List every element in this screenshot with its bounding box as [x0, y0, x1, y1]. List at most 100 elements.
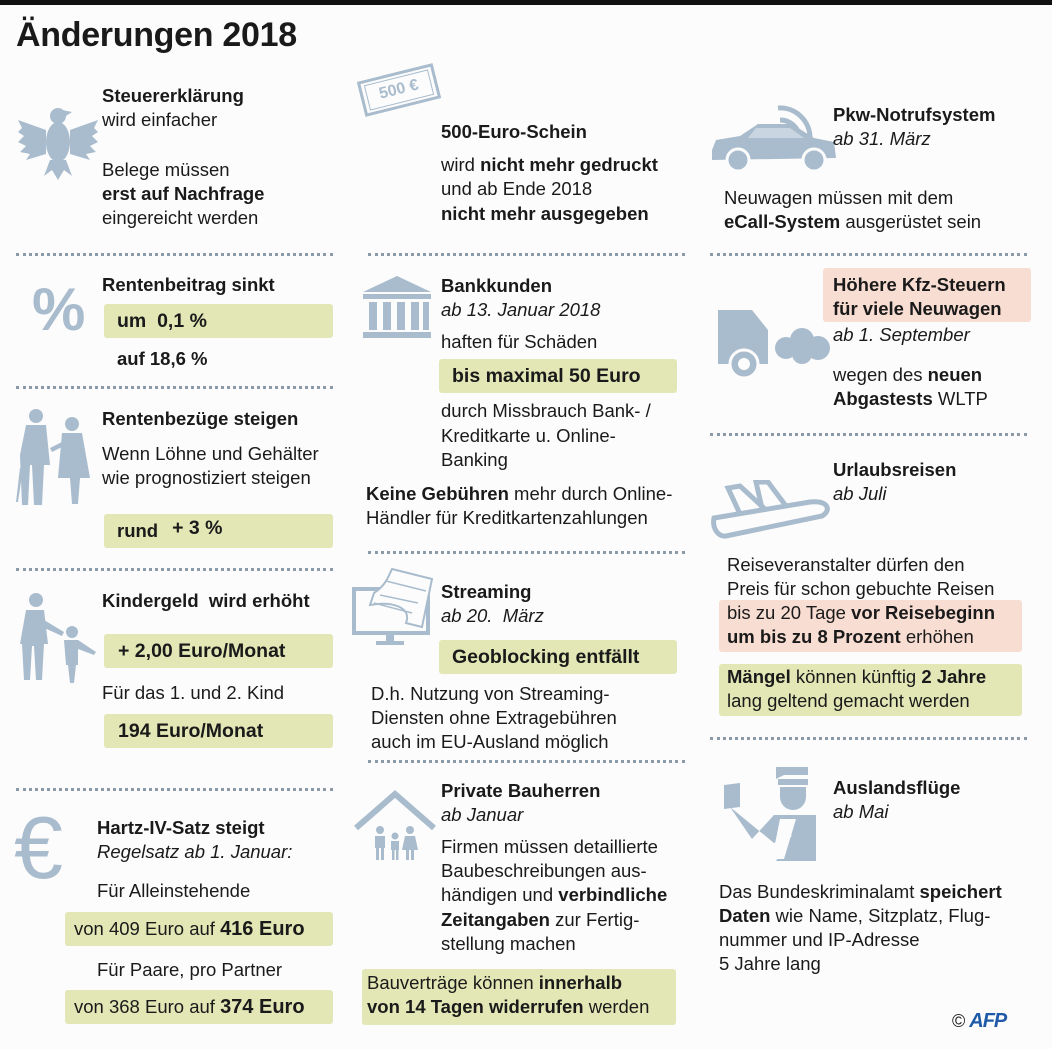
- hartz-label1: Für Alleinstehende: [97, 880, 251, 901]
- kindergeld-heading: Kindergeld wird erhöht: [102, 590, 310, 611]
- kfz-line1: wegen des neuen: [833, 363, 982, 387]
- bank-date: ab 13. Januar 2018: [441, 299, 601, 320]
- ausland-line2: Daten wie Name, Sitzplatz, Flug-: [719, 904, 990, 928]
- rentenbezuege-prefix: rund: [117, 520, 159, 541]
- divider: [710, 433, 1027, 436]
- banknote-label: 500 €: [363, 69, 435, 111]
- bau-line2: Baubeschreibungen aus-: [441, 860, 647, 881]
- kfz-date: ab 1. September: [833, 324, 970, 345]
- ausland-heading: Auslandsflüge: [833, 777, 961, 798]
- divider: [16, 788, 333, 791]
- banknote-icon: 500 €: [356, 63, 442, 117]
- bau-h2-bold: von 14 Tagen widerrufen: [367, 996, 584, 1017]
- urlaub-p2-rest: erhöhen: [900, 626, 974, 647]
- divider: [710, 253, 1027, 256]
- car-exhaust-icon: [716, 308, 834, 388]
- urlaub-heading: Urlaubsreisen: [833, 459, 957, 480]
- schein-line1-bold: nicht mehr gedruckt: [480, 154, 658, 175]
- rentenbeitrag-after: auf 18,6 %: [117, 348, 208, 369]
- car-signal-icon: [710, 98, 840, 178]
- schein-line1-pre: wird: [441, 154, 481, 175]
- kfz-line2-bold: Abgastests: [833, 388, 933, 409]
- top-border: [0, 0, 1052, 5]
- kfz-line2: Abgastests WLTP: [833, 387, 988, 411]
- rentenbezuege-line2: wie prognostiziert steigen: [102, 467, 311, 488]
- ausland-l2-bold: Daten: [719, 905, 771, 926]
- rentenbezuege-value: + 3 %: [172, 516, 223, 539]
- notruf-heading: Pkw-Notrufsystem: [833, 104, 996, 125]
- bank-building-icon: [361, 274, 433, 342]
- divider: [368, 551, 685, 554]
- bank-line1: haften für Schäden: [441, 331, 598, 352]
- urlaub-defects-highlight: Mängel können künftig 2 Jahre lang gelte…: [719, 664, 1022, 716]
- hartz-row1: von 409 Euro auf 416 Euro: [65, 912, 333, 946]
- hartz-row1-from: von 409 Euro auf: [74, 918, 221, 939]
- percent-icon: %: [32, 276, 86, 343]
- monitor-film-icon: [352, 565, 434, 649]
- bau-h2-rest: werden: [583, 996, 650, 1017]
- streaming-line2: Diensten ohne Extragebühren: [371, 707, 617, 728]
- bank-line2: durch Missbrauch Bank- /: [441, 400, 651, 421]
- steuer-heading: Steuererklärung: [102, 85, 244, 106]
- kindergeld-highlight2: 194 Euro/Monat: [104, 714, 333, 748]
- bau-highlight: Bauverträge können innerhalb von 14 Tage…: [362, 969, 676, 1025]
- house-family-icon: [354, 790, 436, 862]
- hartz-row2-to: 374 Euro: [220, 995, 305, 1018]
- kindergeld-total: 194 Euro/Monat: [118, 719, 264, 742]
- bau-highlight-line1: Bauverträge können innerhalb: [367, 971, 671, 995]
- ausland-line3: nummer und IP-Adresse: [719, 929, 920, 950]
- streaming-date: ab 20. März: [441, 605, 544, 626]
- hartz-heading: Hartz-IV-Satz steigt: [97, 817, 265, 838]
- rentenbeitrag-highlight: um 0,1 %: [104, 304, 333, 338]
- bank-heading: Bankkunden: [441, 275, 553, 296]
- bau-line4: Zeitangaben zur Fertig-: [441, 908, 639, 932]
- streaming-line3: auch im EU-Ausland möglich: [371, 731, 609, 752]
- bank-fee-line2: Händler für Kreditkartenzahlungen: [366, 507, 648, 528]
- notruf-line2-rest: ausgerüstet sein: [840, 211, 982, 232]
- ausland-line1: Das Bundeskriminalamt speichert: [719, 880, 1002, 904]
- bau-line4-bold: Zeitangaben: [441, 909, 550, 930]
- steuer-line2: erst auf Nachfrage: [102, 183, 265, 204]
- urlaub-line1: Reiseveranstalter dürfen den: [727, 554, 965, 575]
- bau-highlight-line2: von 14 Tagen widerrufen werden: [367, 995, 671, 1019]
- afp-logo: AFP: [969, 1010, 1007, 1032]
- geoblocking-label: Geoblocking entfällt: [452, 645, 640, 668]
- ausland-l1-bold: speichert: [919, 881, 1002, 902]
- rentenbeitrag-heading: Rentenbeitrag sinkt: [102, 274, 275, 295]
- bau-heading: Private Bauherren: [441, 780, 601, 801]
- notruf-date: ab 31. März: [833, 128, 931, 149]
- kindergeld-increase: + 2,00 Euro/Monat: [118, 639, 286, 662]
- schein-line3: nicht mehr ausgegeben: [441, 203, 649, 224]
- hartz-sub: Regelsatz ab 1. Januar:: [97, 841, 293, 862]
- bau-h1-pre: Bauverträge können: [367, 972, 539, 993]
- bau-line3: händigen und verbindliche: [441, 883, 667, 907]
- rentenbezuege-line1: Wenn Löhne und Gehälter: [102, 443, 319, 464]
- urlaub-defects-line2: lang geltend gemacht werden: [727, 690, 970, 711]
- urlaub-price-highlight: bis zu 20 Tage vor Reisebeginn um bis zu…: [719, 600, 1022, 652]
- urlaub-p1-pre: bis zu 20 Tage: [727, 602, 852, 623]
- streaming-heading: Streaming: [441, 581, 532, 602]
- urlaub-g1-bold2: 2 Jahre: [921, 666, 987, 687]
- elderly-couple-icon: [14, 408, 100, 508]
- urlaub-g1-bold: Mängel: [727, 666, 791, 687]
- bau-line3-bold: verbindliche: [558, 884, 668, 905]
- credit: © AFP: [952, 1010, 1007, 1033]
- divider: [368, 253, 685, 256]
- ausland-l1-pre: Das Bundeskriminalamt: [719, 881, 920, 902]
- kfz-line1-pre: wegen des: [833, 364, 928, 385]
- schein-line2: und ab Ende 2018: [441, 178, 593, 199]
- divider: [710, 737, 1027, 740]
- bank-fee-line1: Keine Gebühren mehr durch Online-: [366, 482, 672, 506]
- steuer-line1: Belege müssen: [102, 159, 230, 180]
- urlaub-p1-bold: vor Reisebeginn: [851, 602, 996, 623]
- border-officer-icon: [722, 765, 826, 865]
- urlaub-defects-line1: Mängel können künftig 2 Jahre: [727, 665, 1014, 689]
- kindergeld-middle: Für das 1. und 2. Kind: [102, 682, 285, 703]
- notruf-line2: eCall-System ausgerüstet sein: [724, 210, 981, 234]
- copyright-symbol: ©: [952, 1011, 966, 1031]
- bau-line4-rest: zur Fertig-: [549, 909, 640, 930]
- kfz-heading2: für viele Neuwagen: [833, 298, 1002, 319]
- kfz-line1-bold: neuen: [927, 364, 983, 385]
- urlaub-price-line2: um bis zu 8 Prozent erhöhen: [727, 625, 1014, 649]
- notruf-line1: Neuwagen müssen mit dem: [724, 187, 954, 208]
